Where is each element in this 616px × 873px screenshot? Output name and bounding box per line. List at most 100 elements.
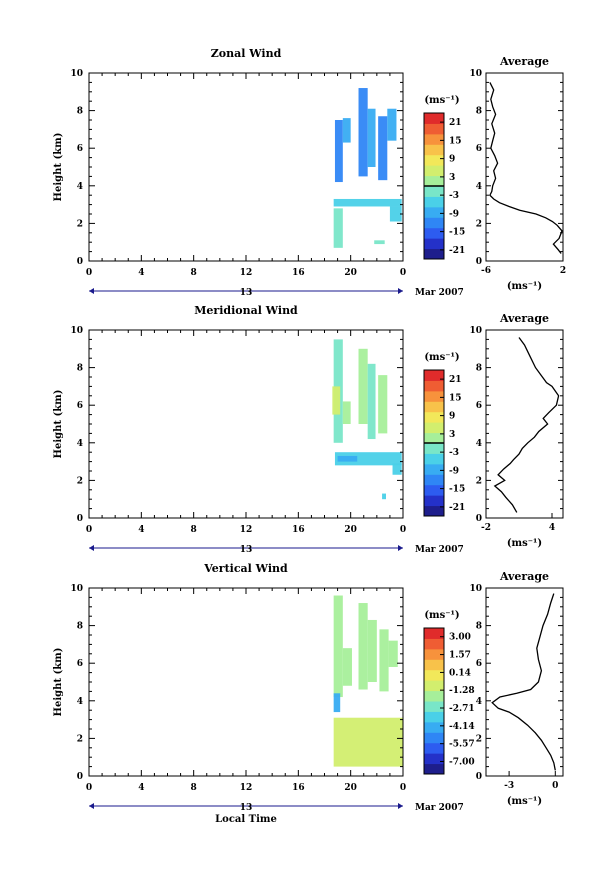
colorbar-band [424,680,444,692]
data-cell [333,208,343,248]
colorbar-tick-label: 15 [449,393,462,403]
x-tick-label: 0 [400,783,406,793]
y-tick-label: 0 [77,514,83,524]
colorbar-frame [423,627,445,775]
x-tick-label: 16 [292,268,305,278]
x-tick-label: 20 [344,525,357,535]
avg-y-tick-label: 4 [476,182,482,192]
colorbar-tick-label: -15 [449,485,465,495]
colorbar-band [424,463,444,475]
x-tick-label: 20 [344,783,357,793]
data-cell [367,619,377,682]
avg-x-tick-label: -3 [504,781,514,791]
colorbar-band [424,753,444,765]
x-tick-label: 12 [240,783,253,793]
data-cell [378,116,388,181]
y-tick-label: 4 [77,182,83,192]
colorbar-tick-label: -3 [449,191,459,201]
date-arrow-right [398,545,403,551]
x-tick-label: 12 [240,268,253,278]
panel-title: Vertical Wind [203,562,288,575]
y-tick-label: 8 [77,622,83,632]
y-tick-label: 4 [77,697,83,707]
colorbar-band [424,380,444,392]
colorbar-band [424,474,444,486]
colorbar-band [424,638,444,650]
colorbar-band [424,206,444,218]
avg-y-tick-label: 10 [469,326,482,336]
x-tick-label: 20 [344,268,357,278]
average-title: Average [499,55,549,68]
avg-y-tick-label: 8 [476,622,482,632]
y-axis-label: Height (km) [53,390,64,459]
colorbar-band [424,711,444,723]
y-tick-label: 2 [77,219,83,229]
date-day-label: 13 [240,545,253,555]
avg-y-tick-label: 6 [476,401,482,411]
colorbar-tick-label: 3 [449,173,455,183]
y-tick-label: 0 [77,772,83,782]
colorbar-tick-label: 3.00 [449,633,471,643]
colorbar-tick-label: 21 [449,375,462,385]
average-profile-line [489,82,563,254]
data-cell [378,375,388,434]
colorbar-band [424,113,444,124]
x-tick-label: 4 [138,783,144,793]
avg-y-tick-label: 0 [476,514,482,524]
data-cell [333,717,403,767]
avg-y-tick-label: 10 [469,69,482,79]
y-tick-label: 10 [70,584,83,594]
date-arrow-left [89,288,94,294]
data-cell [379,629,389,692]
avg-y-tick-label: 2 [476,219,482,229]
avg-y-tick-label: 4 [476,697,482,707]
y-tick-label: 10 [70,69,83,79]
avg-y-tick-label: 4 [476,439,482,449]
avg-y-tick-label: 0 [476,257,482,267]
data-cell [358,348,368,424]
colorbar-band [424,484,444,496]
colorbar-tick-label: 0.14 [449,668,471,678]
y-tick-label: 8 [77,107,83,117]
colorbar-band [424,432,444,444]
y-tick-label: 6 [77,659,83,669]
colorbar-band [424,422,444,434]
colorbar-band [424,227,444,239]
colorbar-band [424,144,444,156]
colorbar-band [424,628,444,639]
average-frame [485,587,564,777]
colorbar-band [424,411,444,423]
x-tick-label: 0 [86,268,92,278]
y-tick-label: 2 [77,476,83,486]
avg-y-tick-label: 6 [476,659,482,669]
colorbar-band [424,175,444,187]
colorbar-band [424,133,444,145]
panel-title: Zonal Wind [211,47,282,60]
avg-y-tick-label: 0 [476,772,482,782]
y-tick-label: 10 [70,326,83,336]
data-cell [332,386,341,415]
avg-unit-label: (ms⁻¹) [507,538,542,549]
colorbar-band [424,721,444,733]
x-tick-label: 16 [292,783,305,793]
data-cell [358,603,368,690]
y-tick-label: 0 [77,257,83,267]
x-tick-label: 4 [138,268,144,278]
avg-y-tick-label: 2 [476,734,482,744]
colorbar-tick-label: -4.14 [449,722,475,732]
avg-x-tick-label: -2 [481,523,491,533]
colorbar-band [424,742,444,754]
x-tick-label: 8 [191,268,197,278]
colorbar-tick-label: -7.00 [449,758,475,768]
data-cell [367,108,376,167]
average-profile-line [491,593,556,771]
avg-y-tick-label: 8 [476,107,482,117]
y-tick-label: 8 [77,364,83,374]
avg-x-tick-label: 4 [549,523,555,533]
y-axis-label: Height (km) [53,133,64,202]
colorbar-band [424,669,444,681]
data-cell [382,493,386,500]
x-tick-label: 16 [292,525,305,535]
y-tick-label: 6 [77,401,83,411]
